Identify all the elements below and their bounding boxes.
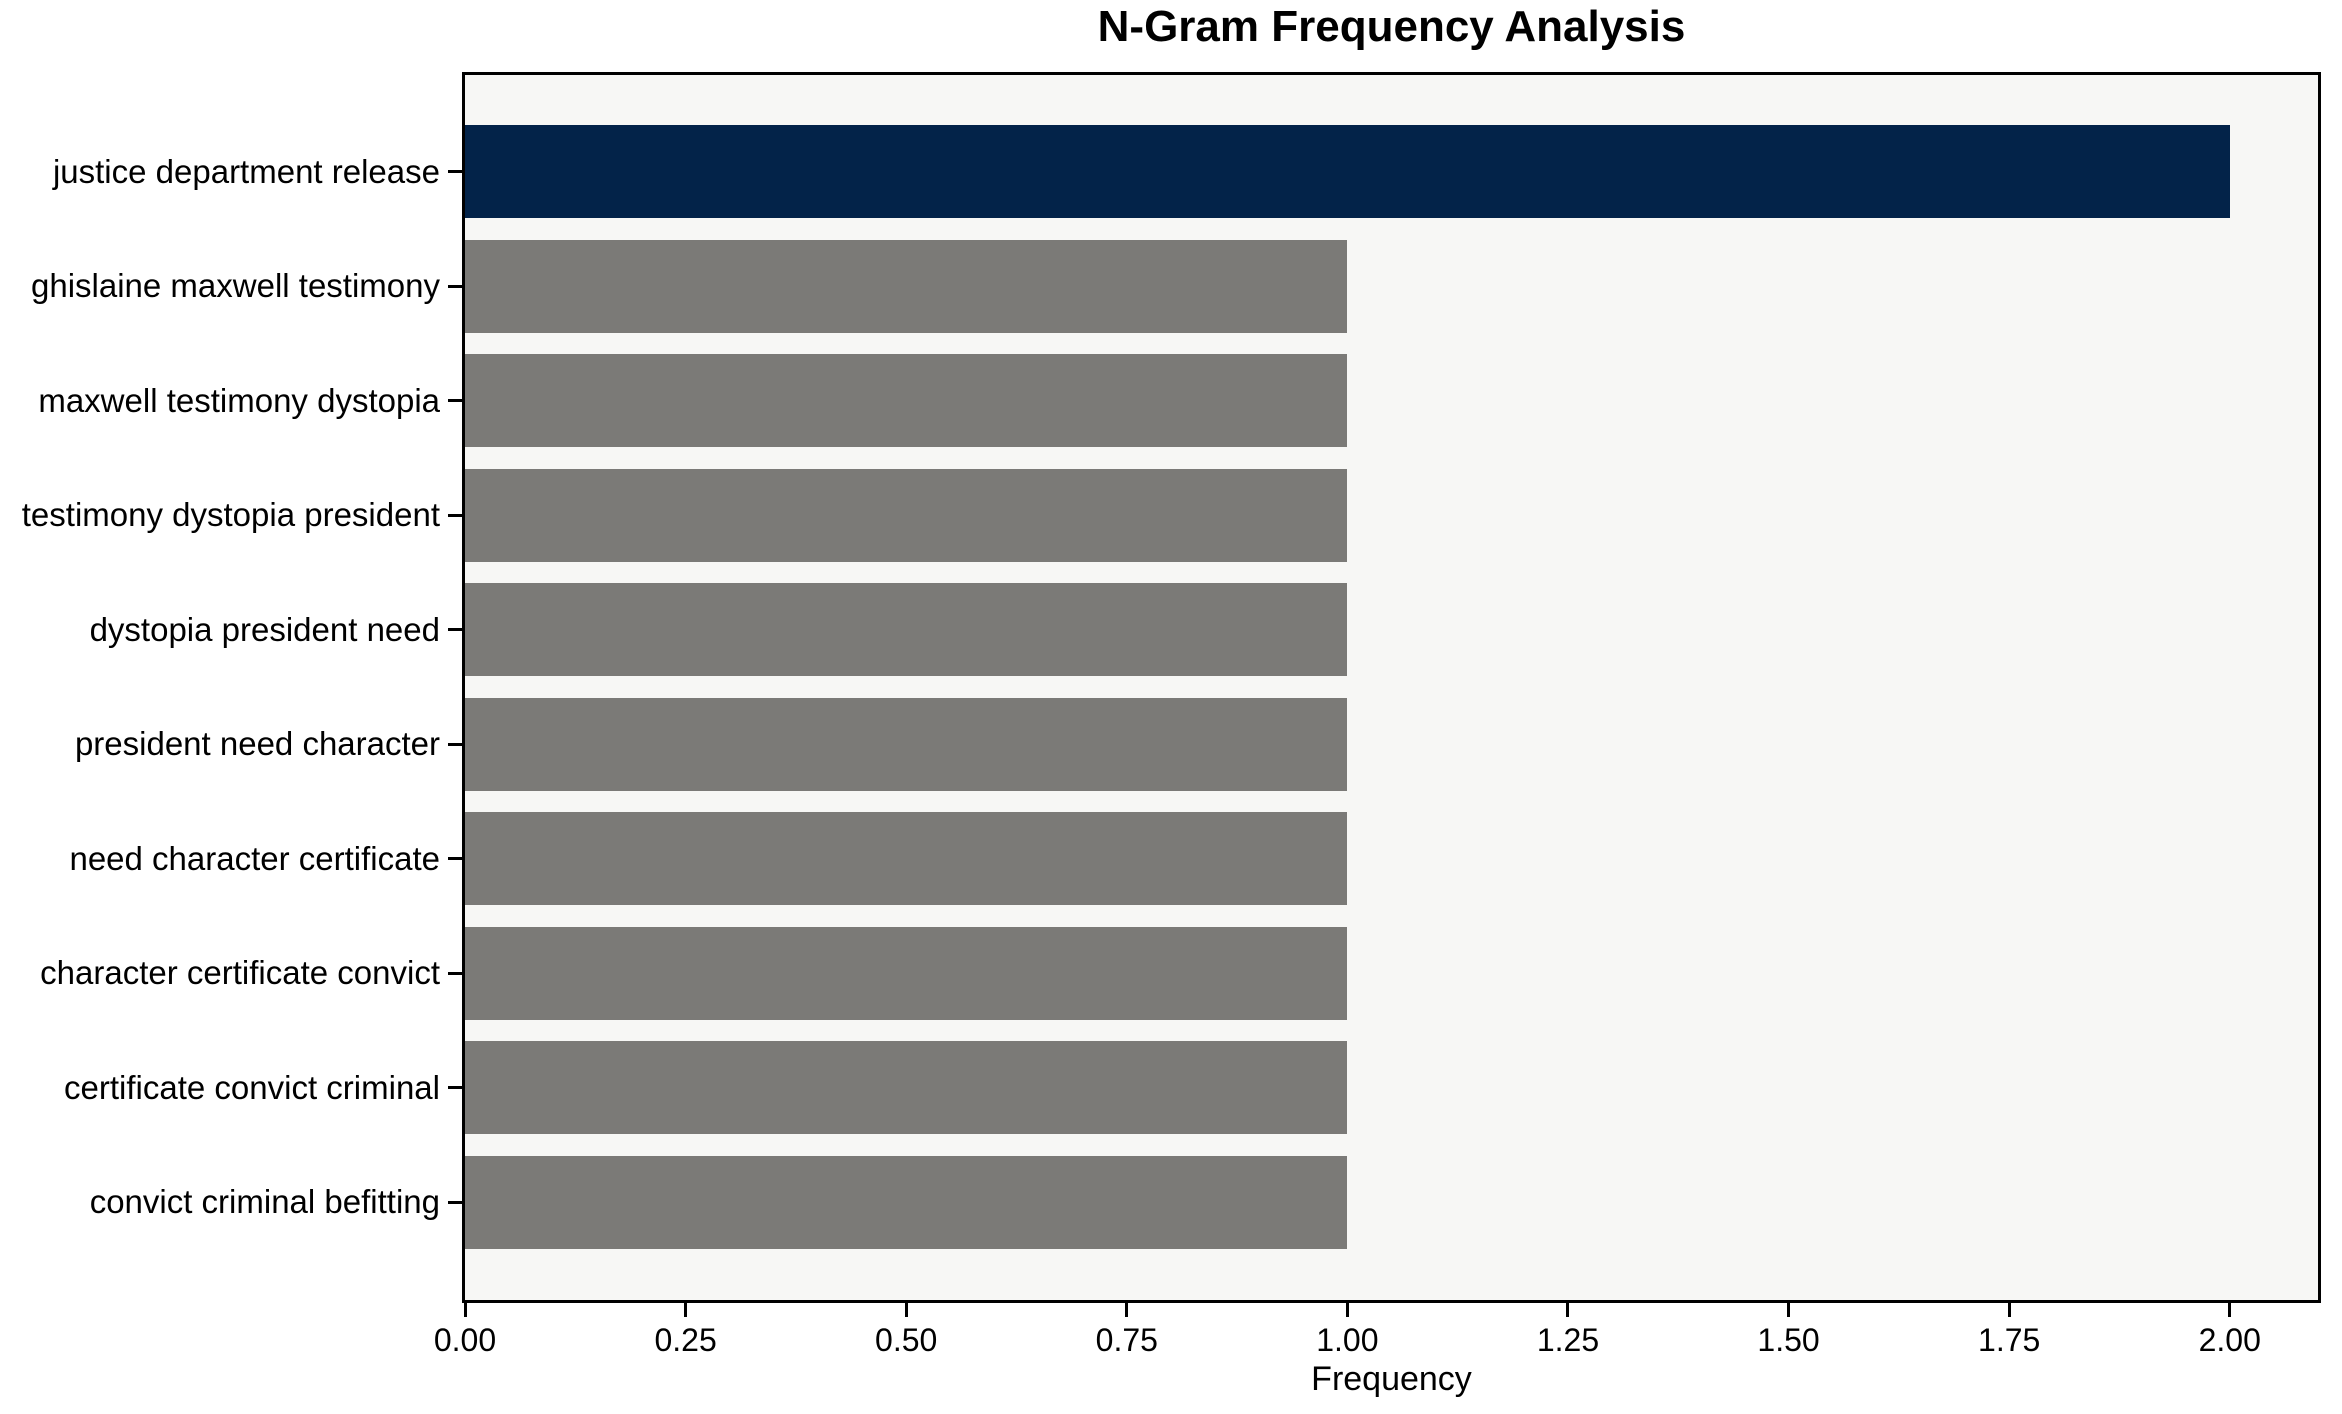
y-tick-mark: [448, 1086, 462, 1089]
bar-3: [465, 354, 1347, 447]
y-tick-mark: [448, 1200, 462, 1204]
y-tick-label: character certificate convict: [40, 954, 440, 991]
bar-4: [465, 468, 1347, 562]
bar-5: [465, 583, 1347, 676]
x-tick-mark: [1345, 1303, 1349, 1317]
x-tick-label: 1.50: [1757, 1322, 1820, 1358]
x-tick-mark: [684, 1303, 688, 1317]
x-tick-mark: [2007, 1303, 2011, 1317]
y-tick-label: justice department release: [52, 152, 440, 190]
x-tick-label: 2.00: [2198, 1322, 2261, 1358]
x-tick-mark: [904, 1303, 908, 1317]
chart-title: N-Gram Frequency Analysis: [1097, 2, 1686, 51]
y-tick-label: president need character: [74, 725, 440, 762]
bar-9: [465, 1041, 1347, 1134]
y-tick-label: certificate convict criminal: [64, 1068, 440, 1106]
y-tick-label: maxwell testimony dystopia: [38, 381, 440, 419]
x-tick-label: 0.00: [433, 1322, 497, 1358]
x-tick-mark: [2228, 1303, 2232, 1317]
x-tick-label: 1.75: [1978, 1322, 2041, 1358]
bar-6: [465, 697, 1347, 791]
y-tick-mark: [448, 971, 462, 975]
y-tick-label: need character certificate: [69, 839, 440, 877]
y-tick-label: ghislaine maxwell testimony: [30, 267, 440, 304]
x-tick-mark: [1787, 1303, 1791, 1317]
x-tick-label: 0.25: [654, 1322, 717, 1358]
bar-10: [465, 1155, 1347, 1249]
x-tick-mark: [463, 1303, 467, 1317]
y-tick-mark: [448, 170, 462, 173]
x-tick-mark: [1566, 1303, 1570, 1317]
x-tick-label: 1.25: [1536, 1322, 1600, 1358]
y-tick-mark: [448, 399, 462, 402]
y-tick-label: dystopia president need: [89, 610, 440, 648]
x-axis-label: Frequency: [1311, 1360, 1472, 1398]
bar-8: [465, 926, 1347, 1020]
y-tick-label: convict criminal befitting: [89, 1183, 440, 1220]
y-tick-label: testimony dystopia president: [21, 496, 440, 533]
y-tick-mark: [448, 628, 462, 631]
bar-7: [465, 812, 1347, 905]
bar-2: [465, 239, 1347, 333]
x-tick-mark: [1125, 1303, 1129, 1317]
bar-1: [465, 125, 2230, 218]
y-tick-mark: [448, 742, 462, 746]
y-tick-mark: [448, 513, 462, 517]
x-tick-label: 1.00: [1316, 1322, 1379, 1358]
y-tick-mark: [448, 857, 462, 860]
x-tick-label: 0.75: [1095, 1322, 1158, 1358]
y-tick-mark: [448, 284, 462, 288]
x-tick-label: 0.50: [875, 1322, 938, 1358]
